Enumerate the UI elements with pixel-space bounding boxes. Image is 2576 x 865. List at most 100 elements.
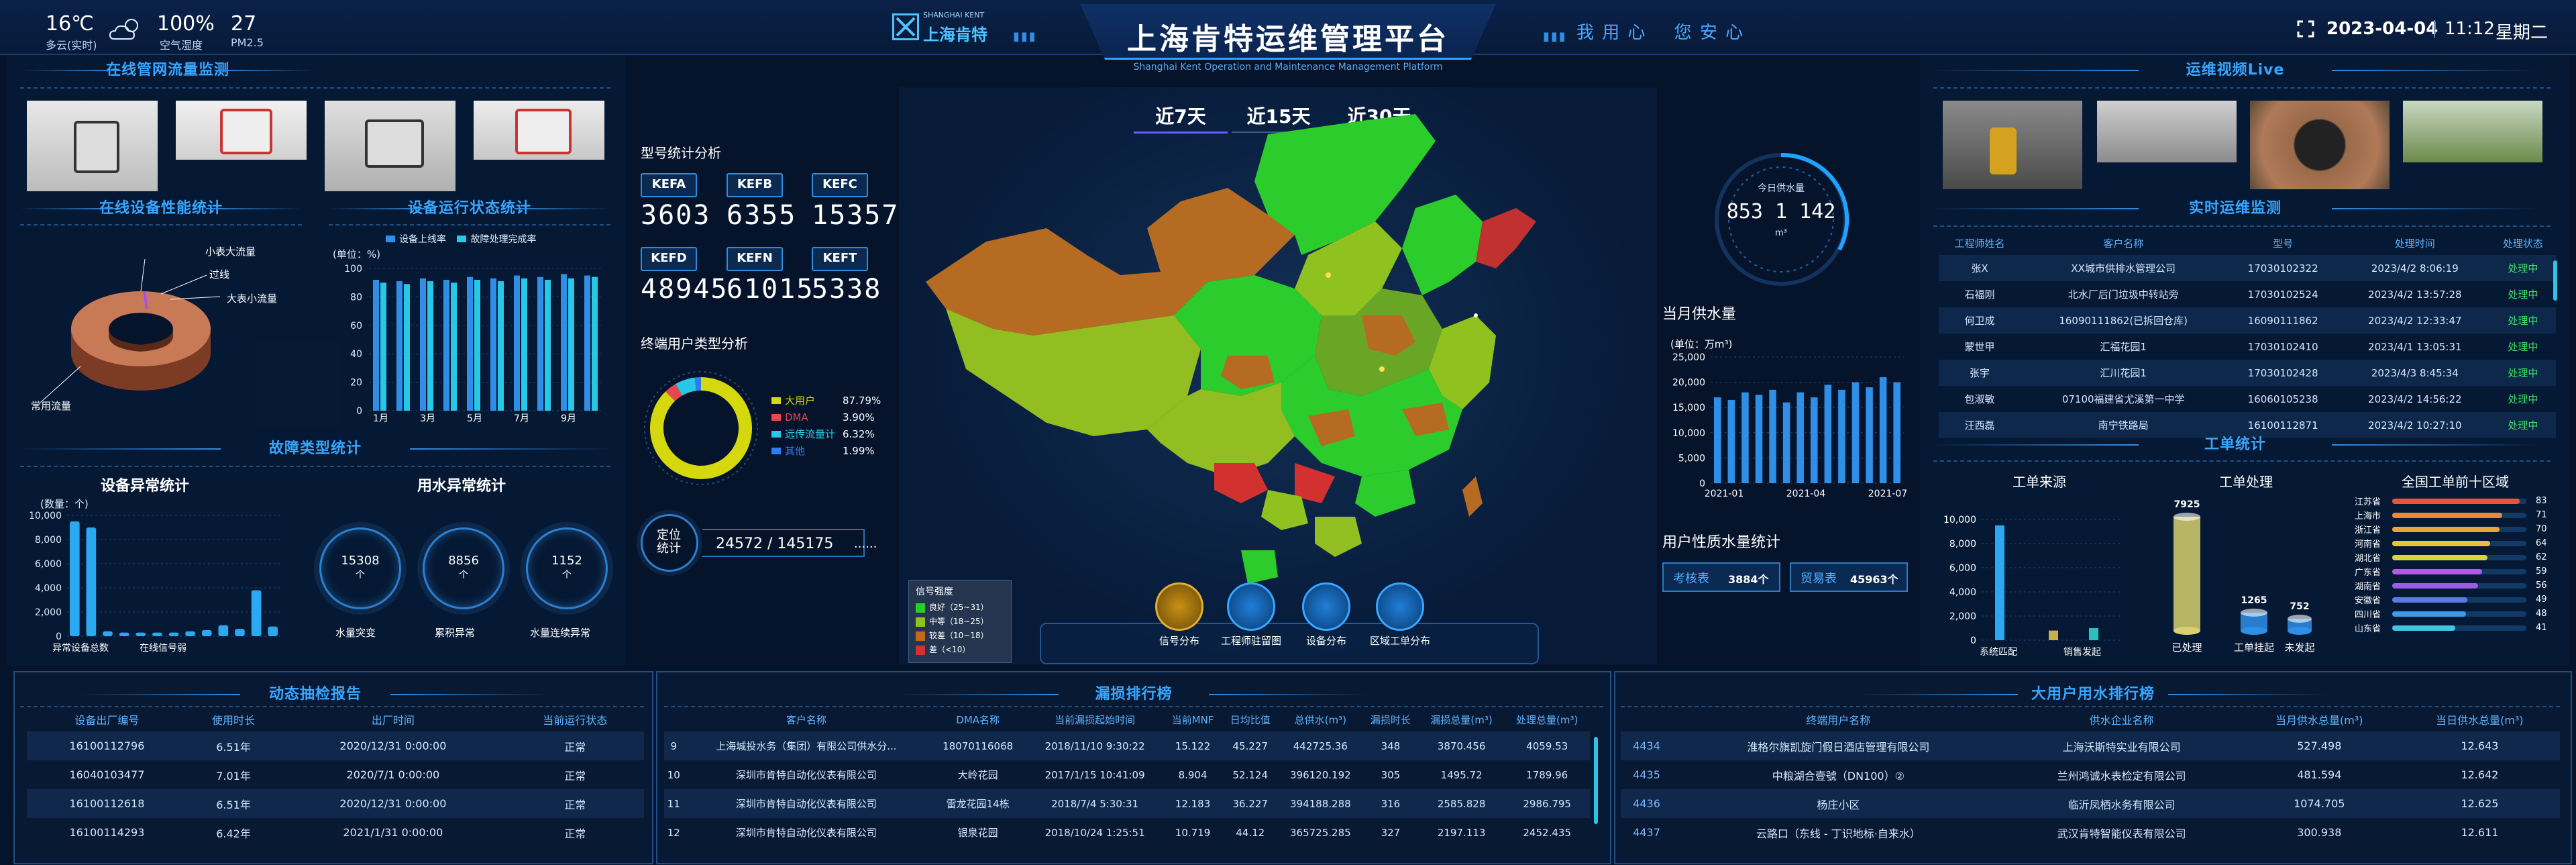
realtime-row[interactable]: 何卫成 16090111862(已拆回仓库) 16090111862 2023/4/2… [1939,307,2556,334]
video-feed-4[interactable] [2403,101,2542,162]
table-cell: 6.51年 [186,789,280,818]
table-cell: 2452.435 [1523,826,1571,839]
table-cell: 中粮湖合壹號（DN100）② [1772,769,1904,782]
map-legend-title: 信号强度 [916,587,953,597]
top-region-value: 64 [2536,538,2547,548]
terminal-legend-item: 其他 1.99% [771,442,892,459]
x-label: 在线信号弱 [140,643,186,654]
map-legend-item: 中等（18~25） [916,615,989,629]
video-title: 运维视频Live [1933,60,2537,81]
device-perf-title: 在线设备性能统计 [20,199,302,219]
top-region-name: 江苏省 [2355,497,2381,507]
weather-text: 多云(实时) [46,39,97,52]
fullscreen-icon[interactable] [2297,20,2314,40]
flow-camera-1[interactable] [27,101,158,191]
process-bar [2174,517,2200,631]
table-cell: 2023/4/3 8:45:34 [2339,360,2490,386]
realtime-row[interactable]: 张宇 汇川花园1 17030102428 2023/4/3 8:45:34 处理中 [1939,360,2556,386]
video-feed-3[interactable] [2250,101,2390,189]
leak-row[interactable]: 11 深圳市肯特自动化仪表有限公司 雷龙花园14栋 2018/7/4 5:30:31 1… [664,789,1590,818]
table-cell: 305 [1381,768,1401,781]
table-cell: 南宁铁路局 [2020,412,2226,438]
abnormal-bar [70,521,80,636]
table-header-cell: 漏损时长 [1370,713,1411,726]
inspection-row[interactable]: 16100112796 6.51年 2020/12/31 0:00:00 正常 [27,731,644,760]
device-status-divider [329,224,610,225]
today-supply-label: 今日供水量 [1758,183,1805,194]
pie-ring [644,371,758,485]
device-status-title: 设备运行状态统计 [329,199,610,219]
work-orders-title: 工单统计 [1933,435,2537,455]
top-region-bar [2392,540,2490,546]
order-source-chart: 10,000 8,000 6,000 4,000 2,000 0 系统匹配 销售发起 [1943,515,2123,658]
order-process-title: 工单处理 [2219,474,2273,490]
supply-bar [1714,397,1721,483]
map-tab-15d[interactable]: 近15天 [1232,102,1326,133]
table-header-cell: 设备出厂编号 [74,714,140,727]
top-region-row: 广东省 59 [2355,564,2563,578]
realtime-row[interactable]: 包淑敏 07100福建省尤溪第一中学 16060105238 2023/4/2 14:… [1939,386,2556,412]
top-region-bar [2392,597,2467,603]
weekday: 星期二 [2496,23,2548,43]
terminal-legend-item: 大用户 87.79% [771,392,892,409]
big-user-row[interactable]: 4437 云路口（东线 - 丁识地标·自来水） 武汉肯特智能仪表有限公司 300.93… [1621,818,2560,847]
realtime-row[interactable]: 汪西磊 南宁铁路局 16100112871 2023/4/2 10:27:10 处理中 [1939,412,2556,438]
y-tick-label: 40 [350,349,362,360]
legend-swatch [771,397,781,404]
map-tab-7d[interactable]: 近7天 [1134,102,1228,134]
inspection-row[interactable]: 16040103477 7.01年 2020/7/1 0:00:00 正常 [27,760,644,789]
top-region-track [2392,526,2526,532]
process-value-label: 7925 [2174,499,2200,510]
top-region-value: 62 [2536,552,2547,562]
big-user-row[interactable]: 4434 淮格尔旗凯旋门假日酒店管理有限公司 上海沃斯特实业有限公司 527.498 1… [1621,731,2560,760]
table-cell: 正常 [506,789,644,818]
device-distribution-button[interactable]: 设备分布 [1296,582,1356,648]
inspection-row[interactable]: 16100112618 6.51年 2020/12/31 0:00:00 正常 [27,789,644,818]
process-bar-base [2174,627,2200,635]
fault-divider [20,466,610,467]
realtime-row[interactable]: 石福刚 北水厂后门垃圾中转站旁 17030102524 2023/4/2 13:57:… [1939,281,2556,307]
model-kefc: KEFC [812,173,868,197]
leak-row[interactable]: 9 上海城投水务（集团）有限公司供水分... 18070116068 2018/11/… [664,731,1590,760]
table-header-cell: 处理总量(m³) [1516,713,1578,726]
flow-camera-4[interactable] [474,101,604,160]
video-divider [1933,87,2551,89]
terminal-legend-label: 其他 [785,445,806,457]
legend-fault: 故障处理完成率 [470,234,537,245]
signal-distribution-label: 信号分布 [1159,635,1199,647]
table-cell: 07100福建省尤溪第一中学 [2061,393,2185,405]
realtime-row[interactable]: 蒙世甲 汇福花园1 17030102410 2023/4/1 13:05:31 处理中 [1939,334,2556,360]
realtime-scrollbar[interactable] [2553,260,2557,301]
y-tick-label: 2,000 [1949,611,1976,622]
y-tick-label: 10,000 [29,511,62,521]
legend-swatch [916,631,925,641]
table-cell: 12 [667,826,680,839]
leak-row[interactable]: 10 深圳市肯特自动化仪表有限公司 大岭花园 2017/1/15 10:41:09 8.… [664,760,1590,789]
video-feed-1[interactable] [1943,101,2082,189]
flow-camera-3[interactable] [325,101,455,191]
top-region-track [2392,554,2526,560]
legend-swatch [916,617,925,627]
top-region-row: 湖北省 62 [2355,550,2563,564]
leak-table: 客户名称 DMA名称 当前漏损起始时间 当前MNF 日均比值 总供水(m³) 漏损时长 漏损总… [664,707,1590,847]
table-cell: 36.227 [1222,789,1279,818]
engineer-residence-button[interactable]: 工程师驻留图 [1214,582,1288,648]
table-cell: 上海沃斯特实业有限公司 [2004,731,2239,760]
flow-camera-2[interactable] [176,101,307,160]
region-order-button[interactable]: 区域工单分布 [1363,582,1437,648]
abnormal-bar [218,625,229,636]
terminal-legend-value: 87.79% [843,394,881,407]
leak-scrollbar[interactable] [1594,737,1598,824]
big-user-row[interactable]: 4436 杨庄小区 临沂凤栖水务有限公司 1074.705 12.625 [1621,789,2560,818]
signal-distribution-button[interactable]: 信号分布 [1152,582,1206,648]
device-abnormal-unit: (数量：个) [40,498,89,510]
leak-row[interactable]: 12 深圳市肯特自动化仪表有限公司 银泉花园 2018/10/24 1:25:51 10… [664,818,1590,847]
china-map[interactable] [892,114,1583,597]
realtime-row[interactable]: 张X XX城市供排水管理公司 17030102322 2023/4/2 8:06:19… [1939,255,2556,281]
inspection-row[interactable]: 16100114293 6.42年 2021/1/31 0:00:00 正常 [27,818,644,847]
big-user-row[interactable]: 4435 中粮湖合壹號（DN100）② 兰州鸿诚水表检定有限公司 481.594 12.… [1621,760,2560,789]
video-feed-2[interactable] [2097,101,2237,162]
supply-bar [1838,389,1845,483]
y-tick-label: 0 [1970,635,1976,646]
